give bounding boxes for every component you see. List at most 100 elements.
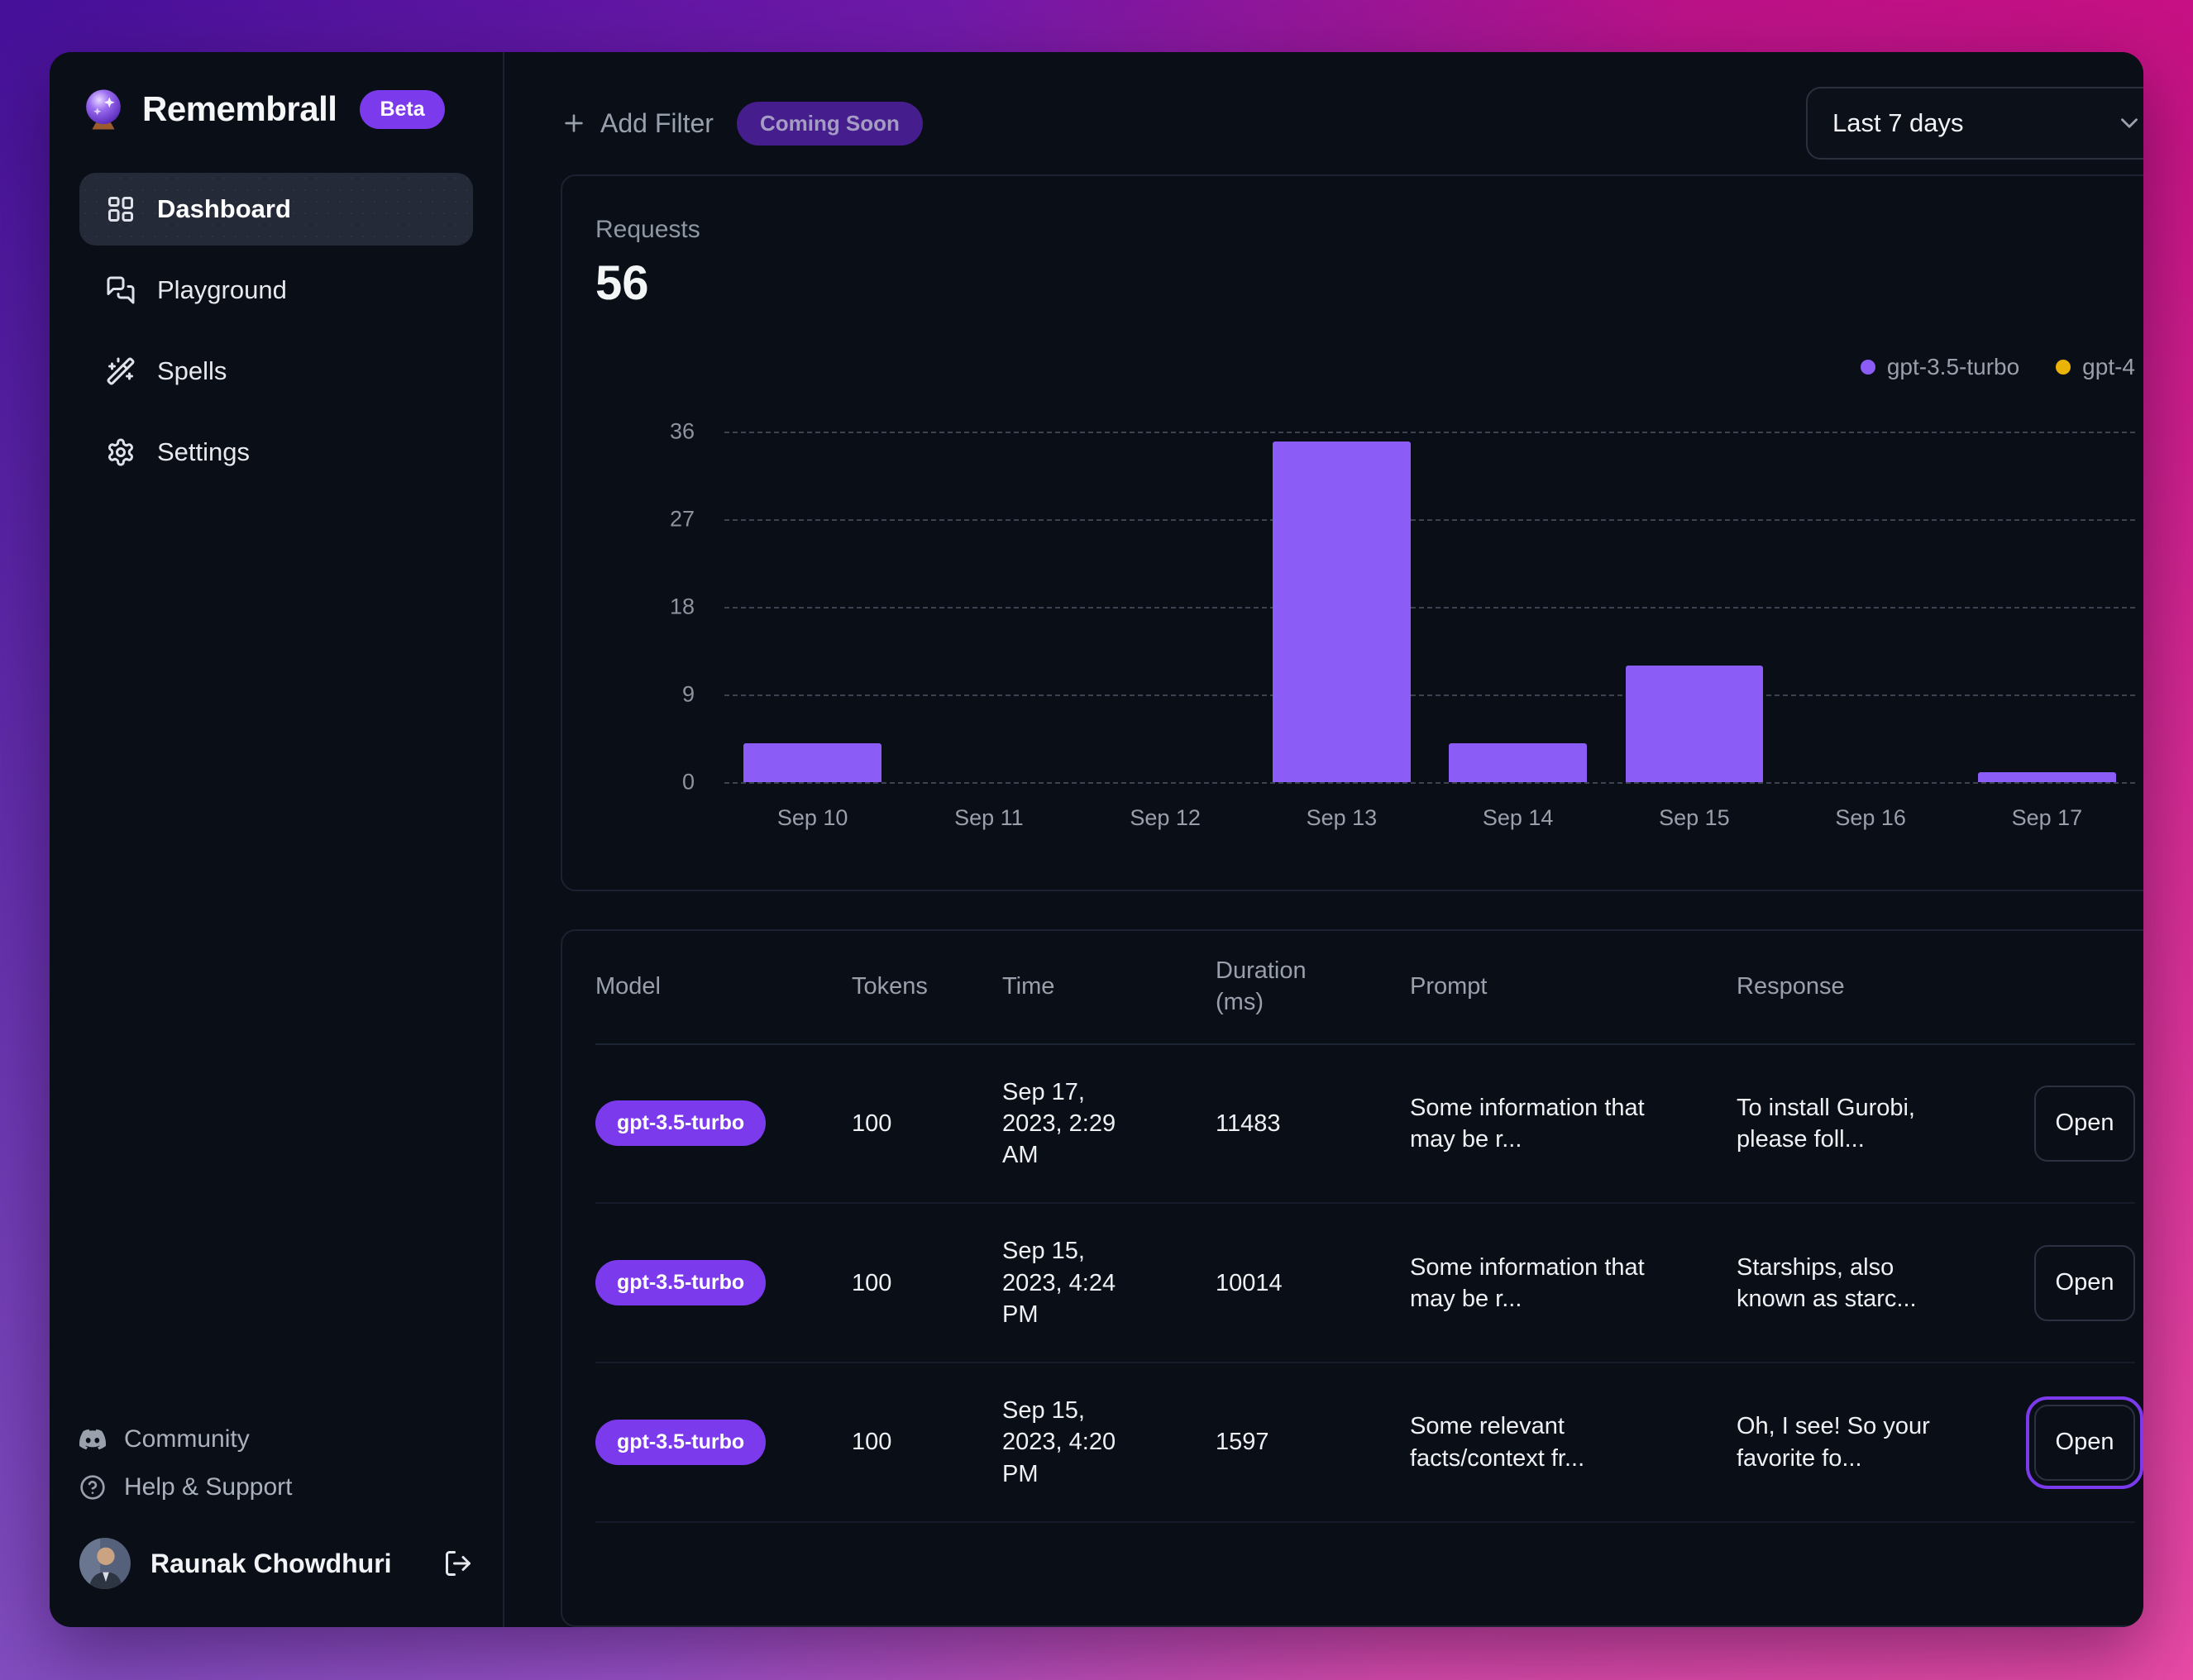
- sidebar-footer: Community Help & Support: [79, 1425, 473, 1501]
- sidebar-item-label: Spells: [157, 356, 227, 385]
- model-cell: gpt-3.5-turbo: [595, 1260, 843, 1306]
- tokens-cell: 100: [852, 1269, 892, 1296]
- bar-chart-plot: 0 9 18 27 36: [670, 419, 2135, 795]
- legend-item-gpt-3-5-turbo: gpt-3.5-turbo: [1860, 354, 2020, 380]
- duration-cell: 11483: [1216, 1110, 1281, 1137]
- gear-icon: [106, 437, 136, 467]
- sidebar-item-spells[interactable]: Spells: [79, 335, 473, 408]
- add-filter-button[interactable]: Add Filter: [561, 108, 714, 139]
- discord-icon: [79, 1426, 106, 1453]
- sidebar-item-help-support[interactable]: Help & Support: [79, 1473, 473, 1501]
- bar-gpt-3-5-turbo-sep-15[interactable]: [1625, 665, 1764, 782]
- column-header-tokens: Tokens: [852, 973, 928, 1000]
- model-badge: gpt-3.5-turbo: [595, 1420, 767, 1466]
- prompt-cell: Some information that may be r...: [1410, 1094, 1645, 1153]
- add-filter-label: Add Filter: [600, 107, 714, 138]
- table-row: gpt-3.5-turbo 100 Sep 15, 2023, 4:24 PM 100…: [595, 1204, 2135, 1364]
- legend-item-gpt-4: gpt-4: [2056, 354, 2135, 380]
- sidebar-footer-label: Community: [124, 1425, 250, 1453]
- response-cell: Starships, also known as starc...: [1737, 1253, 1917, 1312]
- model-badge: gpt-3.5-turbo: [595, 1100, 767, 1147]
- avatar: [79, 1538, 131, 1589]
- response-cell: To install Gurobi, please foll...: [1737, 1094, 1915, 1153]
- date-range-value: Last 7 days: [1832, 108, 1964, 137]
- duration-cell: 1597: [1216, 1429, 1269, 1456]
- wand-icon: [106, 356, 136, 386]
- sidebar-nav: Dashboard Playground Spells Settings: [79, 173, 473, 489]
- gridline-18: [724, 607, 2135, 609]
- x-tick-label: Sep 14: [1482, 805, 1554, 830]
- user-name: Raunak Chowdhuri: [150, 1548, 392, 1578]
- table-row: gpt-3.5-turbo 100 Sep 15, 2023, 4:20 PM 159…: [595, 1363, 2143, 1523]
- column-header-model: Model: [595, 973, 661, 1000]
- legend-label: gpt-3.5-turbo: [1886, 354, 2020, 379]
- time-cell: Sep 17, 2023, 2:29 AM: [1002, 1078, 1116, 1169]
- bar-gpt-3-5-turbo-sep-17[interactable]: [1978, 772, 2116, 782]
- open-button[interactable]: Open: [2034, 1244, 2135, 1321]
- model-cell: gpt-3.5-turbo: [595, 1420, 843, 1466]
- x-tick-label: Sep 15: [1659, 805, 1730, 830]
- tokens-cell: 100: [852, 1429, 892, 1456]
- tokens-cell: 100: [852, 1110, 892, 1137]
- column-header-duration-ms: Duration (ms): [1216, 957, 1307, 1015]
- bar-gpt-3-5-turbo-sep-14[interactable]: [1449, 742, 1587, 782]
- x-tick-label: Sep 12: [1130, 805, 1201, 830]
- app-title: Remembrall: [142, 89, 337, 128]
- y-tick-label: 36: [669, 418, 695, 444]
- legend-label: gpt-4: [2082, 354, 2135, 379]
- gridline-0: [724, 782, 2135, 784]
- legend-dot: [2056, 360, 2071, 375]
- x-tick-label: Sep 16: [1835, 805, 1906, 830]
- coming-soon-badge: Coming Soon: [736, 101, 923, 146]
- open-button[interactable]: Open: [2026, 1396, 2143, 1489]
- sidebar-item-label: Settings: [157, 437, 251, 466]
- time-cell: Sep 15, 2023, 4:20 PM: [1002, 1397, 1116, 1487]
- requests-total: 56: [595, 256, 649, 310]
- bar-gpt-3-5-turbo-sep-10[interactable]: [743, 742, 882, 782]
- chart-legend: gpt-3.5-turbo gpt-4: [595, 352, 2135, 382]
- requests-label: Requests: [595, 216, 700, 243]
- topbar: Add Filter Coming Soon Last 7 days: [561, 87, 2143, 160]
- duration-cell: 10014: [1216, 1269, 1283, 1296]
- dashboard-icon: [106, 194, 136, 224]
- help-icon: [79, 1474, 106, 1501]
- y-tick-label: 27: [669, 506, 695, 532]
- sidebar-footer-label: Help & Support: [124, 1473, 293, 1501]
- sidebar: Remembrall Beta Dashboard Playground Spell…: [50, 52, 504, 1627]
- sidebar-item-playground[interactable]: Playground: [79, 254, 473, 327]
- date-range-select[interactable]: Last 7 days: [1806, 87, 2143, 160]
- gridline-36: [724, 432, 2135, 433]
- open-button[interactable]: Open: [2034, 1085, 2135, 1162]
- table-body: gpt-3.5-turbo 100 Sep 17, 2023, 2:29 AM 114…: [595, 1045, 2143, 1625]
- x-tick-label: Sep 13: [1306, 805, 1378, 830]
- y-tick-label: 9: [681, 681, 695, 707]
- column-header-response: Response: [1737, 973, 1845, 1000]
- sidebar-item-dashboard[interactable]: Dashboard: [79, 173, 473, 246]
- x-tick-label: Sep 10: [776, 805, 848, 830]
- crystal-ball-logo-icon: [79, 85, 127, 133]
- chevron-down-icon: [2121, 118, 2138, 128]
- playground-icon: [106, 275, 136, 305]
- table-row: gpt-3.5-turbo 100 Sep 17, 2023, 2:29 AM 114…: [595, 1045, 2135, 1205]
- main-area: Add Filter Coming Soon Last 7 days Reque…: [504, 52, 2143, 1627]
- requests-table-card: Model Tokens Time Duration (ms) Prompt Respon…: [561, 929, 2143, 1627]
- time-cell: Sep 15, 2023, 4:24 PM: [1002, 1238, 1116, 1328]
- model-cell: gpt-3.5-turbo: [595, 1100, 843, 1147]
- y-tick-label: 18: [669, 594, 695, 619]
- x-tick-label: Sep 17: [2011, 805, 2083, 830]
- bar-gpt-3-5-turbo-sep-13[interactable]: [1273, 441, 1411, 782]
- x-axis-labels: Sep 10 Sep 11 Sep 12 Sep 13 Sep 14 Sep 15 Sep …: [724, 805, 2135, 831]
- sidebar-item-community[interactable]: Community: [79, 1425, 473, 1453]
- sidebar-item-settings[interactable]: Settings: [79, 416, 473, 489]
- sidebar-item-label: Dashboard: [157, 194, 291, 223]
- gridline-9: [724, 694, 2135, 696]
- brand: Remembrall Beta: [79, 85, 473, 133]
- response-cell: Oh, I see! So your favorite fo...: [1737, 1413, 1930, 1472]
- prompt-cell: Some information that may be r...: [1410, 1253, 1645, 1312]
- column-header-prompt: Prompt: [1410, 973, 1488, 1000]
- requests-chart-card: Requests 56 gpt-3.5-turbo gpt-4 0 9 18 27 36 …: [561, 174, 2143, 892]
- logout-icon[interactable]: [443, 1549, 473, 1578]
- legend-dot: [1860, 360, 1875, 375]
- app-window: Remembrall Beta Dashboard Playground Spell…: [50, 52, 2143, 1627]
- beta-badge: Beta: [360, 89, 445, 129]
